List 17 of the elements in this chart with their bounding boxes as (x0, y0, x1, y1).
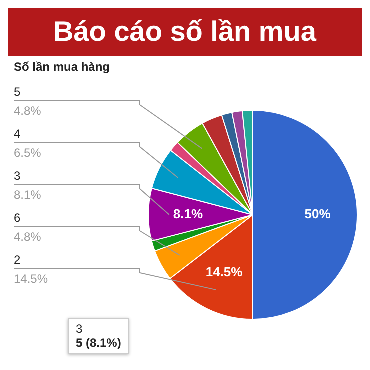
text: 5 (8.1%) (76, 336, 122, 350)
slice-label: 5 (14, 85, 21, 99)
slice-label: 2 (14, 253, 21, 267)
chart-subtitle: Số lần mua hàng (14, 60, 110, 74)
data-label: 4.8% (14, 104, 42, 118)
text: 14.5% (14, 272, 48, 286)
data-label: 6.5% (14, 146, 42, 160)
slice-label: 6 (14, 211, 21, 225)
data-label: 4.8% (14, 230, 42, 244)
text: 8.1% (14, 188, 42, 202)
data-label: 14.5% (206, 264, 244, 280)
slice-label: 4 (14, 127, 21, 141)
chart-title: Báo cáo số lần mua (8, 8, 362, 56)
text: 3 (76, 322, 84, 336)
data-label: 50% (304, 206, 332, 222)
slice-label: 3 (14, 169, 21, 183)
data-label: 8.1% (173, 206, 204, 222)
